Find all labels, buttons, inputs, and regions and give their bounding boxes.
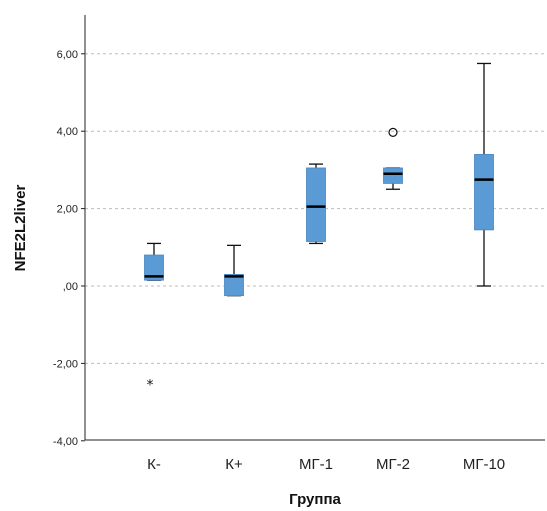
y-tick-label: -2,00 bbox=[53, 358, 78, 370]
y-tick-labels: -4,00 -2,00 ,00 2,00 4,00 6,00 bbox=[53, 49, 85, 448]
box-МГ-10 bbox=[474, 62, 494, 287]
y-tick-label: 2,00 bbox=[57, 204, 78, 216]
x-tick-label: МГ-1 bbox=[299, 456, 333, 473]
x-tick-label: МГ-10 bbox=[463, 456, 505, 473]
box-МГ-1 bbox=[306, 163, 326, 245]
box-К-: * bbox=[144, 242, 164, 394]
y-axis-title: NFE2L2liver bbox=[12, 184, 29, 271]
y-tick-label: -4,00 bbox=[53, 436, 78, 448]
axes bbox=[84, 15, 545, 441]
box-МГ-2 bbox=[383, 127, 403, 190]
y-tick-label: 6,00 bbox=[57, 49, 78, 61]
x-tick-label: МГ-2 bbox=[376, 456, 410, 473]
box-rect bbox=[383, 167, 403, 184]
x-tick-label: К+ bbox=[225, 456, 243, 473]
outlier-star: * bbox=[147, 378, 154, 394]
x-axis-title: Группа bbox=[289, 491, 341, 508]
box-rect bbox=[474, 154, 494, 231]
outlier-circle bbox=[388, 127, 398, 137]
x-tick-label: К- bbox=[147, 456, 161, 473]
box-rect bbox=[224, 273, 244, 297]
y-tick-label: 4,00 bbox=[57, 126, 78, 138]
box-rect bbox=[306, 167, 326, 242]
x-tick-labels: К- К+ МГ-1 МГ-2 МГ-10 bbox=[147, 456, 505, 473]
box-rect bbox=[144, 254, 164, 281]
boxes-layer: * bbox=[144, 62, 494, 394]
y-tick-label: ,00 bbox=[63, 281, 78, 293]
box-К+ bbox=[224, 244, 244, 297]
